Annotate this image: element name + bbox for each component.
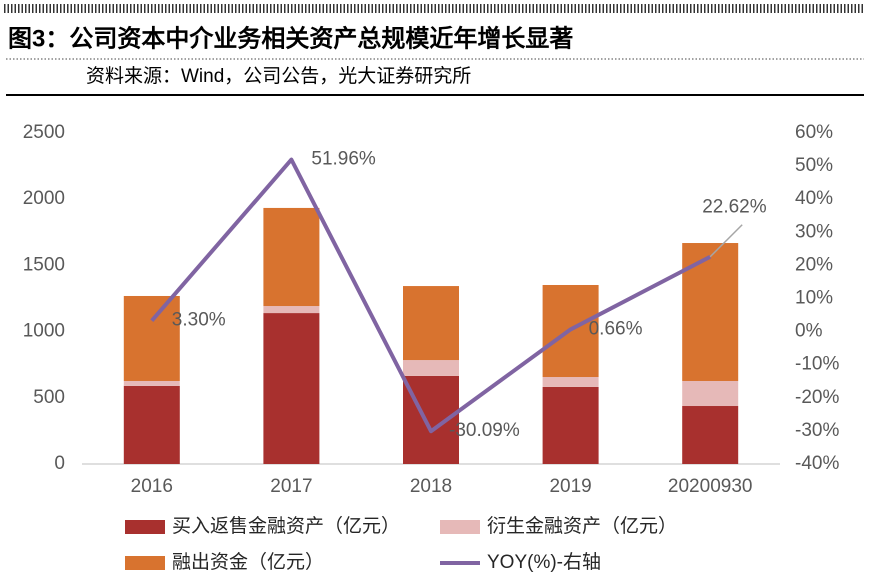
bar <box>682 406 739 464</box>
line <box>150 157 712 434</box>
x-tick-label: 2016 <box>131 476 173 497</box>
y2-tick-label: -10% <box>795 354 839 375</box>
x-tick-label: 2018 <box>410 476 452 497</box>
y-tick-label: 0 <box>54 453 65 474</box>
bar <box>263 306 320 314</box>
legend-label: YOY(%)-右轴 <box>487 551 601 573</box>
legend-swatch <box>125 556 165 570</box>
y2-tick-label: -40% <box>795 453 839 474</box>
header-stripe <box>4 4 864 13</box>
legend-label: 融出资金（亿元） <box>172 551 324 573</box>
bar <box>403 360 459 376</box>
data-label: 51.96% <box>311 149 376 170</box>
legend-swatch <box>440 520 480 534</box>
x-tick-label: 20200930 <box>668 476 753 497</box>
data-label: 0.66% <box>589 318 643 339</box>
y2-tick-label: 30% <box>795 221 833 242</box>
bar <box>263 313 320 464</box>
y2-tick-label: 10% <box>795 288 833 309</box>
y-tick-label: 500 <box>33 387 65 408</box>
y2-tick-label: 60% <box>795 122 833 143</box>
bar <box>682 243 739 381</box>
source-note: 资料来源：Wind，公司公告，光大证券研究所 <box>86 65 471 87</box>
bar <box>682 380 739 407</box>
legend-swatch <box>125 520 165 534</box>
bar <box>123 295 180 381</box>
legend-label: 买入返售金融资产（亿元） <box>172 515 400 537</box>
y2-tick-label: 20% <box>795 254 833 275</box>
bar <box>123 385 180 464</box>
data-label: -30.09% <box>449 420 520 441</box>
bar <box>263 207 320 307</box>
chart-title: 图3：公司资本中介业务相关资产总规模近年增长显著 <box>8 24 573 52</box>
x-tick-label: 2017 <box>270 476 312 497</box>
bar <box>542 386 599 464</box>
bar <box>123 380 180 386</box>
legend-label: 衍生金融资产（亿元） <box>487 515 677 537</box>
leader-line <box>709 224 743 258</box>
y2-tick-label: -30% <box>795 420 839 441</box>
bar <box>403 286 459 361</box>
y-tick-label: 2000 <box>23 188 65 209</box>
y2-tick-label: 50% <box>795 155 833 176</box>
y2-tick-label: -20% <box>795 387 839 408</box>
y-tick-label: 2500 <box>23 122 65 143</box>
y2-tick-label: 40% <box>795 188 833 209</box>
data-label: 22.62% <box>702 197 767 218</box>
y2-tick-label: 0% <box>795 321 823 342</box>
bar <box>542 377 599 387</box>
data-label: 3.30% <box>172 310 226 331</box>
y-tick-label: 1500 <box>23 254 65 275</box>
x-tick-label: 2019 <box>549 476 591 497</box>
y-tick-label: 1000 <box>23 321 65 342</box>
